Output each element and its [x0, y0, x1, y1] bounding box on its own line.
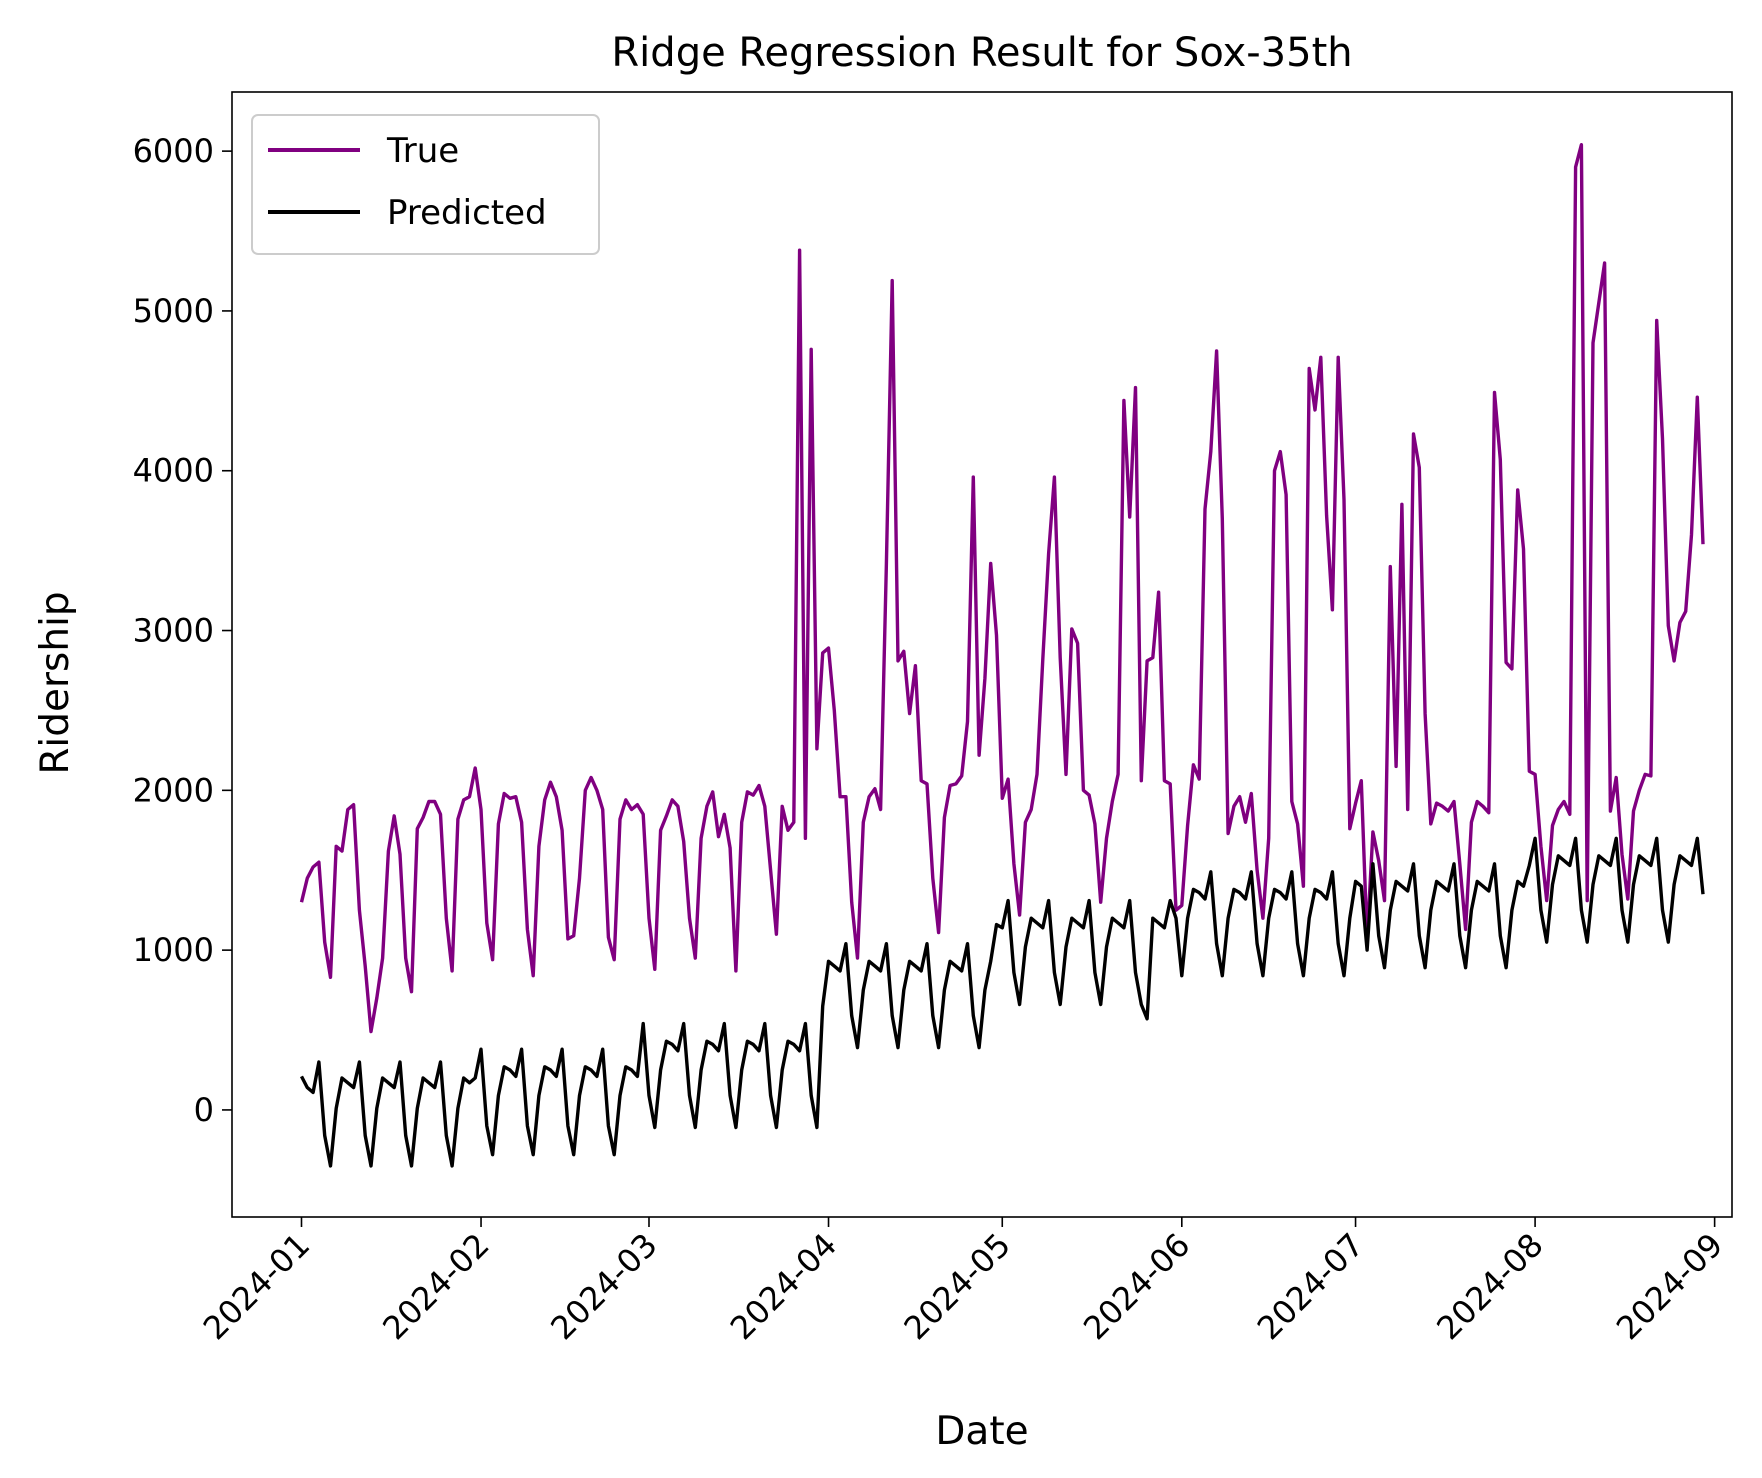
legend-label-predicted: Predicted — [387, 193, 547, 233]
series-line-true — [299, 142, 1705, 1034]
plot-area-frame — [231, 91, 1733, 1218]
y-tick-label-3: 3000 — [133, 612, 214, 650]
legend-label-true: True — [386, 131, 459, 171]
series-layer — [299, 142, 1705, 1168]
y-tick-label-2: 2000 — [133, 771, 214, 809]
series-line-predicted — [299, 836, 1705, 1168]
chart-title: Ridge Regression Result for Sox-35th — [611, 30, 1352, 76]
y-tick-label-0: 0 — [194, 1091, 214, 1129]
y-axis-ticks: 0 1000 2000 3000 4000 5000 6000 — [133, 132, 232, 1129]
y-tick-label-1: 1000 — [133, 931, 214, 969]
y-tick-label-6: 6000 — [133, 132, 214, 170]
x-axis-label: Date — [935, 1409, 1028, 1454]
y-axis-label: Ridership — [33, 591, 78, 774]
legend: True Predicted — [251, 114, 600, 255]
y-tick-label-5: 5000 — [133, 292, 214, 330]
y-tick-label-4: 4000 — [133, 452, 214, 490]
